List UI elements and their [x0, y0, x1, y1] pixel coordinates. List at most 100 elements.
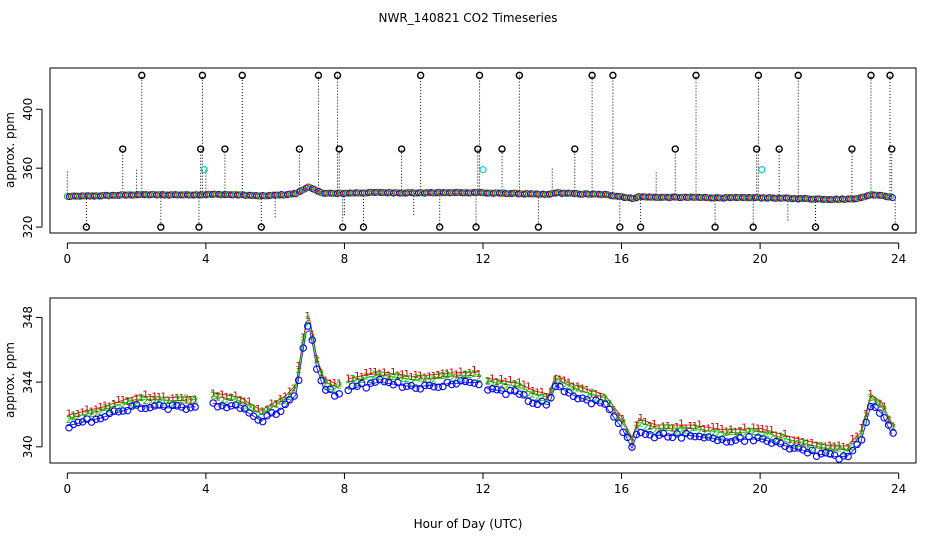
series-1-point: 1	[782, 429, 788, 440]
series-1-point: 1	[813, 441, 819, 452]
top-y-tick-label: 360	[21, 157, 35, 180]
series-2-point: 2	[120, 401, 126, 412]
series-1-point: 1	[169, 394, 175, 405]
series-3-point	[276, 407, 285, 416]
series-1-point: 1	[246, 397, 252, 408]
series-1-point: 1	[755, 423, 761, 434]
series-1-point: 1	[579, 383, 585, 394]
series-1-point: 1	[84, 405, 90, 416]
series-1-point: 1	[854, 432, 860, 443]
bottom-x-tick-label: 20	[752, 482, 767, 496]
outlier-point	[534, 223, 543, 231]
series-3-point	[551, 382, 560, 391]
bottom-marks: 1212121212121212121212121212121212121212…	[65, 311, 897, 463]
series-2-point: 2	[178, 395, 184, 406]
series-2-point: 2	[332, 383, 338, 394]
series-1-point: 1	[633, 420, 639, 431]
series-2-point: 2	[539, 393, 545, 404]
series-1-point: 1	[422, 373, 428, 384]
series-3-point	[524, 397, 533, 406]
series-3-point	[376, 375, 384, 384]
series-3-point	[857, 436, 866, 444]
top-y-axis-label: approx. ppm	[3, 112, 17, 188]
series-2-point: 2	[867, 393, 873, 404]
series-2-point: 2	[462, 369, 468, 380]
series-3-point	[74, 418, 82, 427]
series-2-point: 2	[786, 438, 792, 449]
series-1-point: 1	[93, 404, 99, 415]
series-1-point: 1	[372, 367, 378, 378]
series-2-point: 2	[156, 395, 162, 406]
series-3-point	[889, 429, 897, 437]
series-1-point: 1	[142, 390, 148, 401]
series-3-point	[515, 390, 524, 398]
series-1-point: 1	[399, 370, 405, 381]
series-3-point	[605, 405, 614, 414]
series-1-point: 1	[660, 421, 666, 432]
series-1-point: 1	[66, 408, 72, 419]
series-1-point: 1	[147, 393, 153, 404]
series-2-point: 2	[669, 423, 675, 434]
outlier-point	[498, 145, 506, 153]
series-2-point: 2	[593, 394, 599, 405]
series-1-point: 1	[102, 400, 108, 411]
series-3-point	[808, 446, 816, 455]
series-3-point	[547, 393, 555, 402]
series-3-point	[227, 402, 235, 410]
series-3-point	[637, 428, 645, 437]
outlier-point	[339, 223, 347, 231]
outlier-point	[616, 223, 624, 231]
series-2-point: 2	[124, 396, 130, 407]
outlier-point	[886, 71, 894, 80]
series-1-point: 1	[269, 398, 275, 409]
outlier-point	[359, 223, 368, 231]
series-1-point: 1	[881, 401, 887, 412]
bottom-x-tick-label: 0	[63, 482, 71, 496]
series-2-point: 2	[579, 385, 585, 396]
series-3-point	[574, 394, 582, 403]
outlier-point	[867, 71, 875, 80]
series-2-point: 2	[737, 426, 743, 437]
series-2-point: 2	[687, 426, 693, 437]
series-2-point: 2	[476, 373, 482, 384]
series-3-point	[218, 401, 226, 410]
series-2-point: 2	[138, 393, 144, 404]
series-3-point	[686, 432, 695, 440]
series-2-point: 2	[512, 379, 518, 390]
series-3-point	[740, 437, 749, 445]
top-x-tick-label: 4	[202, 252, 210, 266]
series-3-point	[358, 379, 366, 388]
series-2-point: 2	[692, 423, 698, 434]
series-3-point	[434, 383, 443, 391]
series-3-point	[96, 414, 105, 423]
series-3-point	[425, 381, 434, 390]
bottom-x-tick-label: 24	[891, 482, 906, 496]
series-1-point: 1	[408, 372, 414, 383]
series-3-point	[596, 398, 605, 407]
series-line-1	[486, 374, 893, 447]
series-2-point: 2	[255, 410, 261, 421]
series-2-point: 2	[453, 373, 459, 384]
series-3-point	[177, 403, 186, 411]
series-1-point: 1	[192, 394, 198, 405]
series-2-point: 2	[683, 425, 689, 436]
series-1-point: 1	[764, 424, 770, 435]
series-2-point: 2	[223, 397, 229, 408]
series-3-point	[267, 409, 276, 417]
series-1-point: 1	[800, 437, 806, 448]
series-line-2	[67, 398, 196, 419]
series-3-point	[141, 404, 150, 413]
series-1-point: 1	[449, 367, 455, 378]
outlier-point	[848, 145, 856, 153]
bottom-y-tick-label: 340	[21, 435, 35, 458]
series-2-point: 2	[782, 434, 788, 445]
series-2-point: 2	[651, 426, 657, 437]
series-3-point	[484, 386, 492, 394]
series-1-point: 1	[624, 427, 630, 438]
series-1-point: 1	[368, 367, 374, 378]
bottom-plot-frame	[49, 297, 917, 464]
series-3-point	[727, 438, 735, 446]
series-3-point	[254, 416, 262, 424]
top-x-tick-label: 24	[891, 252, 906, 266]
